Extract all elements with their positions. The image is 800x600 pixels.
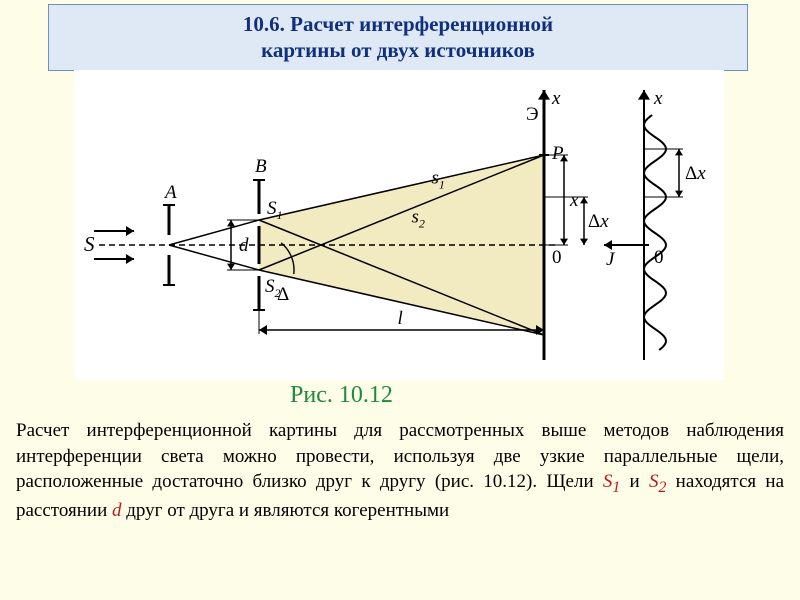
para-text-4: друг от друга и являются когерентными bbox=[121, 500, 449, 521]
svg-text:Δx: Δx bbox=[685, 163, 706, 184]
svg-text:x: x bbox=[551, 88, 561, 109]
svg-text:P: P bbox=[551, 143, 564, 164]
figure-caption: Рис. 10.12 bbox=[290, 382, 393, 409]
body-paragraph: Расчет интерференционной картины для рас… bbox=[16, 418, 784, 524]
section-title-box: 10.6. Расчет интерференционной картины о… bbox=[48, 4, 748, 71]
svg-text:l: l bbox=[398, 308, 403, 329]
svg-text:Δ: Δ bbox=[277, 284, 289, 305]
section-title-line1: 10.6. Расчет интерференционной bbox=[69, 11, 727, 37]
svg-text:Э: Э bbox=[526, 104, 539, 125]
svg-text:S1: S1 bbox=[267, 198, 283, 222]
slit-s1: S1 bbox=[603, 471, 620, 492]
svg-text:B: B bbox=[255, 156, 267, 177]
svg-text:J: J bbox=[606, 249, 616, 270]
figure-area: SABS1S2ds1s2lxxЭP00JxΔxΔxΔ bbox=[74, 70, 724, 380]
interference-diagram: SABS1S2ds1s2lxxЭP00JxΔxΔxΔ bbox=[74, 70, 724, 380]
svg-text:x: x bbox=[653, 88, 663, 109]
slit-s2: S2 bbox=[649, 471, 666, 492]
svg-text:0: 0 bbox=[552, 247, 562, 268]
svg-text:S: S bbox=[84, 232, 95, 256]
svg-text:0: 0 bbox=[654, 247, 664, 268]
section-title-line2: картины от двух источников bbox=[69, 37, 727, 63]
svg-text:x: x bbox=[569, 190, 579, 211]
svg-text:d: d bbox=[239, 235, 249, 256]
page: 10.6. Расчет интерференционной картины о… bbox=[0, 0, 800, 600]
para-text-2: и bbox=[620, 471, 649, 492]
svg-text:s1: s1 bbox=[432, 168, 445, 192]
svg-text:A: A bbox=[163, 182, 177, 203]
svg-text:Δx: Δx bbox=[588, 211, 609, 232]
